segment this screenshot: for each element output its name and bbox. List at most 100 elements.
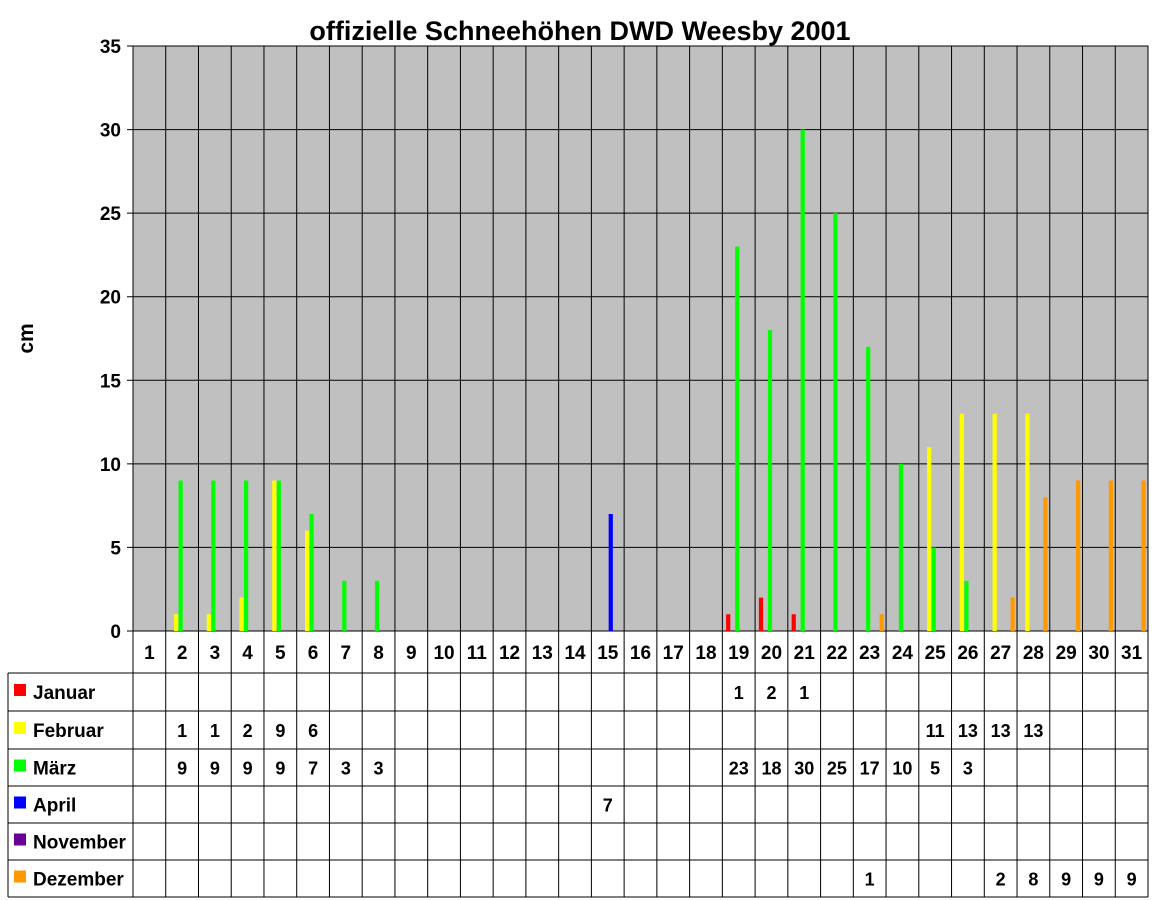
bar bbox=[243, 480, 249, 631]
table-cell-value: 9 bbox=[243, 759, 253, 779]
bar bbox=[272, 480, 277, 631]
bar bbox=[726, 614, 731, 631]
bar bbox=[1043, 497, 1048, 631]
y-tick-label: 0 bbox=[110, 622, 121, 643]
x-tick-label: 23 bbox=[859, 643, 880, 664]
legend-entry: Februar bbox=[33, 721, 104, 742]
x-tick-label: 4 bbox=[242, 643, 253, 664]
x-tick-label: 15 bbox=[597, 643, 619, 664]
y-axis-label: cm bbox=[15, 323, 38, 353]
bar bbox=[1010, 597, 1015, 631]
bar bbox=[608, 514, 613, 631]
bar bbox=[178, 480, 183, 631]
x-tick-label: 21 bbox=[794, 643, 816, 664]
x-tick-label: 28 bbox=[1023, 643, 1044, 664]
bar bbox=[931, 547, 936, 631]
bar bbox=[342, 580, 347, 631]
bar bbox=[1076, 480, 1081, 631]
x-tick-label: 9 bbox=[406, 643, 417, 664]
x-tick-label: 31 bbox=[1121, 643, 1143, 664]
y-tick-labels: 0 5 10 15 20 25 30 35 bbox=[100, 37, 122, 643]
data-table: 1 2 3 4 5 6 7 8 9 10 11 12 13 14 15 16 17 18 19 20 21 22 23 24 2… bbox=[7, 643, 1148, 898]
x-tick-label: 2 bbox=[177, 643, 188, 664]
table-cell-value: 1 bbox=[177, 721, 187, 741]
table-cell-value: 7 bbox=[308, 759, 318, 779]
x-tick-label: 27 bbox=[990, 643, 1011, 664]
table-cell-value: 9 bbox=[275, 759, 285, 779]
table-cell-value: 1 bbox=[799, 683, 809, 703]
bar bbox=[304, 530, 310, 631]
bar bbox=[211, 480, 216, 631]
x-tick-label: 17 bbox=[663, 643, 684, 664]
x-tick-label: 18 bbox=[695, 643, 716, 664]
table-cell-value: 9 bbox=[1094, 870, 1104, 890]
legend-swatch bbox=[14, 684, 26, 696]
y-tick-label: 5 bbox=[110, 538, 121, 559]
x-tick-label: 19 bbox=[728, 643, 749, 664]
grid-lines bbox=[127, 45, 1149, 897]
x-tick-label: 10 bbox=[433, 643, 454, 664]
bars bbox=[174, 129, 1146, 632]
legend-swatch bbox=[14, 796, 26, 809]
table-cell-value: 23 bbox=[729, 759, 749, 779]
bar bbox=[735, 246, 740, 632]
x-tick-label: 3 bbox=[210, 643, 221, 664]
table-cell-value: 10 bbox=[892, 759, 912, 779]
table-cell-value: 2 bbox=[243, 721, 253, 741]
bar bbox=[964, 580, 969, 631]
table-cell-value: 7 bbox=[603, 796, 613, 816]
table-cell-value: 5 bbox=[930, 759, 940, 779]
table-cell-value: 3 bbox=[341, 759, 351, 779]
table-cell-value: 30 bbox=[794, 759, 814, 779]
x-tick-label: 5 bbox=[275, 643, 286, 664]
x-tick-label: 24 bbox=[892, 643, 914, 664]
legend-entry: Januar bbox=[33, 683, 96, 704]
x-tick-label: 16 bbox=[630, 643, 651, 664]
chart-title: offizielle Schneehöhen DWD Weesby 2001 bbox=[309, 16, 850, 46]
table-cell-value: 3 bbox=[963, 759, 973, 779]
x-tick-label: 7 bbox=[341, 643, 352, 664]
bar bbox=[833, 213, 838, 631]
table-cell-value: 1 bbox=[210, 721, 220, 741]
table-cell-value: 6 bbox=[308, 721, 318, 741]
bar bbox=[1025, 413, 1030, 631]
x-tick-label: 30 bbox=[1088, 643, 1109, 664]
table-cell-value: 11 bbox=[926, 721, 945, 741]
table-cell-value: 8 bbox=[1028, 870, 1038, 890]
table-cell-value: 2 bbox=[766, 683, 776, 703]
y-tick-label: 15 bbox=[100, 371, 122, 392]
legend-entry: April bbox=[33, 796, 76, 817]
bar bbox=[309, 514, 314, 631]
x-tick-label: 25 bbox=[925, 643, 947, 664]
table-cell-value: 9 bbox=[1061, 870, 1071, 890]
table-cell-value: 1 bbox=[865, 870, 875, 890]
bar bbox=[767, 330, 773, 631]
bar bbox=[879, 614, 884, 631]
legend-swatch bbox=[14, 870, 26, 883]
y-tick-label: 20 bbox=[100, 288, 121, 309]
x-tick-label: 12 bbox=[499, 643, 520, 664]
y-tick-label: 30 bbox=[100, 121, 121, 142]
table-cell-value: 13 bbox=[991, 721, 1011, 741]
bar bbox=[206, 614, 211, 631]
table-cell-value: 1 bbox=[734, 683, 744, 703]
table-cell-value: 13 bbox=[1023, 721, 1043, 741]
bar bbox=[927, 447, 932, 631]
plot-area bbox=[132, 45, 1149, 632]
bar bbox=[791, 614, 796, 631]
x-tick-label: 13 bbox=[532, 643, 553, 664]
legend-swatch bbox=[14, 833, 26, 846]
table-cell-value: 3 bbox=[374, 759, 384, 779]
x-tick-label: 22 bbox=[826, 643, 847, 664]
table-cell-value: 2 bbox=[996, 870, 1006, 890]
table-cell-value: 9 bbox=[177, 759, 187, 779]
table-cell-value: 9 bbox=[210, 759, 220, 779]
x-tick-label: 6 bbox=[308, 643, 319, 664]
bar bbox=[800, 129, 805, 632]
bar bbox=[758, 597, 764, 631]
legend-entry: März bbox=[33, 759, 76, 780]
legend-swatch bbox=[14, 722, 26, 734]
y-tick-label: 35 bbox=[100, 37, 122, 58]
table-cell-value: 25 bbox=[827, 759, 847, 779]
